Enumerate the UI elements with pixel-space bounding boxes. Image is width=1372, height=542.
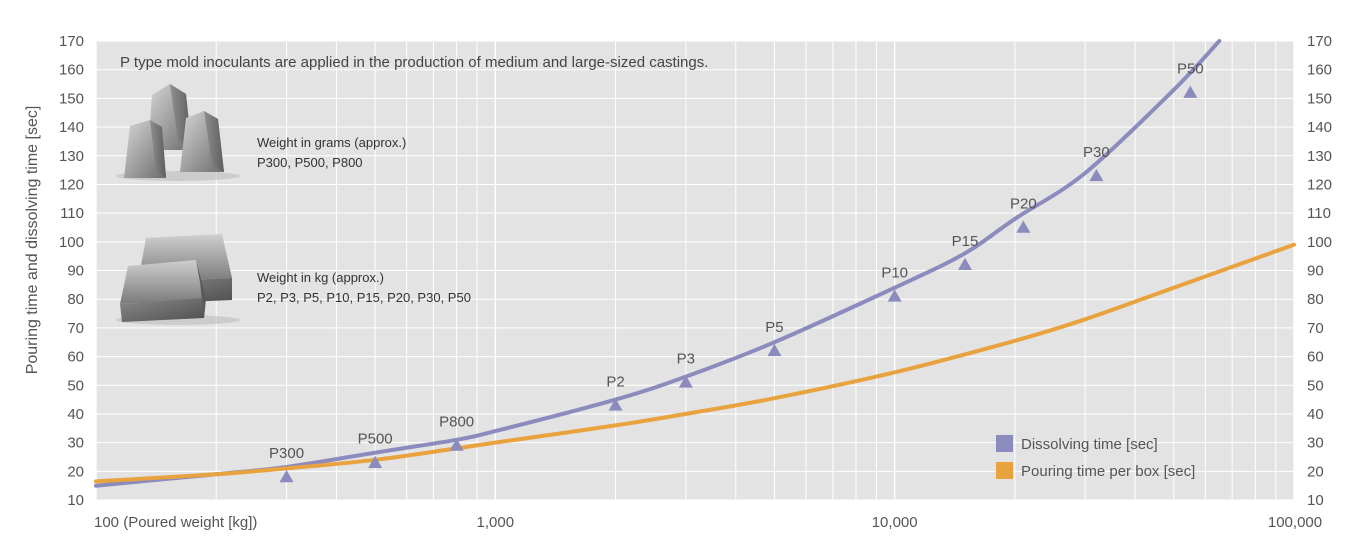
marker-p20 xyxy=(1016,220,1031,233)
marker-p30 xyxy=(1089,168,1104,182)
y-tick-label-left: 100 xyxy=(59,234,84,251)
legend-label-pouring: Pouring time per box [sec] xyxy=(1021,463,1195,480)
x-axis: 100 (Poured weight [kg]) 1,000 10,000 100,0… xyxy=(94,514,1322,531)
kg-weight-title: Weight in kg (approx.) xyxy=(257,270,384,285)
marker-label-p5: P5 xyxy=(765,319,783,336)
legend: Dissolving time [sec] Pouring time per b… xyxy=(996,435,1195,480)
y-tick-label-right: 100 xyxy=(1307,234,1332,251)
marker-p3 xyxy=(678,375,693,388)
y-tick-label-right: 80 xyxy=(1307,291,1324,308)
grams-weight-list: P300, P500, P800 xyxy=(257,155,363,170)
y-tick-label-right: 60 xyxy=(1307,349,1324,366)
marker-label-p50: P50 xyxy=(1177,61,1204,78)
y-tick-label-left: 40 xyxy=(67,406,84,423)
product-markers: P300 P500 P800 P2 P3 P5 P10 P15 P20 P30 P50 xyxy=(269,61,1204,483)
x-tick-label: 1,000 xyxy=(477,514,515,531)
y-tick-label-right: 90 xyxy=(1307,263,1324,280)
legend-label-dissolving: Dissolving time [sec] xyxy=(1021,436,1158,453)
y-tick-label-left: 160 xyxy=(59,62,84,79)
y-tick-label-right: 70 xyxy=(1307,320,1324,337)
y-tick-label-right: 10 xyxy=(1307,492,1324,509)
marker-label-p800: P800 xyxy=(439,413,474,430)
small-pyramid-inoculants-image xyxy=(116,84,240,181)
x-tick-label: 100 (Poured weight [kg]) xyxy=(94,514,257,531)
marker-p10 xyxy=(887,289,902,302)
pouring-time-line xyxy=(94,242,1296,484)
chart-description: P type mold inoculants are applied in th… xyxy=(120,54,708,71)
y-tick-label-right: 140 xyxy=(1307,119,1332,136)
y-tick-label-left: 50 xyxy=(67,377,84,394)
y-tick-label-right: 20 xyxy=(1307,463,1324,480)
legend-swatch-dissolving xyxy=(996,435,1013,452)
y-tick-label-right: 50 xyxy=(1307,377,1324,394)
y-tick-label-right: 40 xyxy=(1307,406,1324,423)
marker-label-p500: P500 xyxy=(358,431,393,448)
y-tick-label-left: 90 xyxy=(67,263,84,280)
marker-p5 xyxy=(767,343,782,357)
y-axis-label: Pouring time and dissolving time [sec] xyxy=(24,106,41,375)
marker-label-p15: P15 xyxy=(952,233,979,250)
x-tick-label: 10,000 xyxy=(872,514,918,531)
y-tick-label-left: 20 xyxy=(67,463,84,480)
marker-label-p10: P10 xyxy=(881,264,908,281)
kg-weight-list: P2, P3, P5, P10, P15, P20, P30, P50 xyxy=(257,290,471,305)
legend-swatch-pouring xyxy=(996,462,1013,479)
y-tick-label-right: 130 xyxy=(1307,148,1332,165)
marker-label-p3: P3 xyxy=(677,350,695,367)
large-block-inoculants-image xyxy=(116,234,240,325)
y-tick-label-left: 60 xyxy=(67,349,84,366)
marker-p2 xyxy=(608,398,623,411)
y-tick-label-left: 150 xyxy=(59,90,84,107)
marker-p800 xyxy=(449,438,464,451)
marker-label-p2: P2 xyxy=(606,373,624,390)
y-tick-label-right: 170 xyxy=(1307,33,1332,50)
grid xyxy=(95,40,1295,501)
y-tick-label-right: 110 xyxy=(1307,205,1331,222)
y-axis-left: 10 20 30 40 50 60 70 80 90 100 110 120 130 140 150 160 1… xyxy=(59,33,84,509)
y-tick-label-right: 30 xyxy=(1307,435,1324,452)
y-tick-label-left: 10 xyxy=(67,492,84,509)
marker-label-p20: P20 xyxy=(1010,195,1037,212)
y-tick-label-left: 80 xyxy=(67,291,84,308)
marker-p50 xyxy=(1183,85,1198,98)
y-tick-label-left: 110 xyxy=(60,205,84,222)
y-tick-label-left: 170 xyxy=(59,33,84,50)
y-tick-label-left: 140 xyxy=(59,119,84,136)
y-tick-label-right: 150 xyxy=(1307,90,1332,107)
marker-label-p300: P300 xyxy=(269,445,304,462)
y-tick-label-left: 130 xyxy=(59,148,84,165)
marker-p15 xyxy=(957,257,972,271)
marker-label-p30: P30 xyxy=(1083,144,1110,161)
y-tick-label-right: 160 xyxy=(1307,62,1332,79)
marker-p300 xyxy=(279,470,294,483)
marker-p500 xyxy=(368,455,383,468)
grams-weight-title: Weight in grams (approx.) xyxy=(257,135,406,150)
y-tick-label-left: 30 xyxy=(67,435,84,452)
y-tick-label-left: 70 xyxy=(67,320,84,337)
y-tick-label-left: 120 xyxy=(59,176,84,193)
x-tick-label: 100,000 xyxy=(1268,514,1322,531)
y-axis-right: 10 20 30 40 50 60 70 80 90 100 110 120 130 140 150 160 1… xyxy=(1307,33,1332,509)
y-tick-label-right: 120 xyxy=(1307,176,1332,193)
